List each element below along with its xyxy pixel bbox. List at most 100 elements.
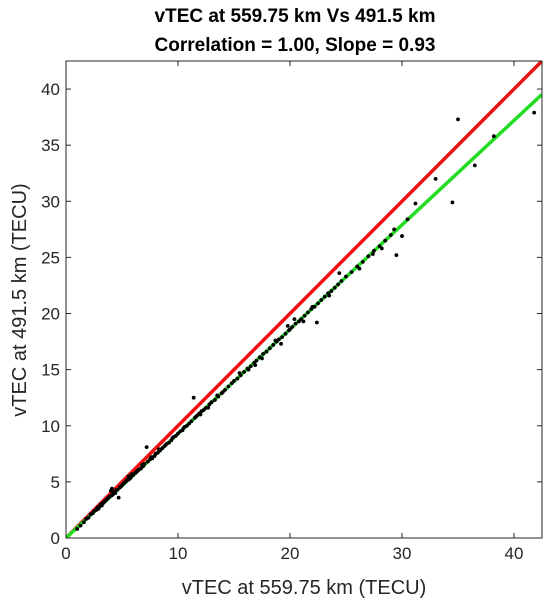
chart-subtitle: Correlation = 1.00, Slope = 0.93 (155, 35, 436, 56)
data-point-140 (157, 447, 161, 452)
data-point-163 (253, 363, 258, 368)
data-point-155 (337, 271, 342, 276)
data-point-134 (532, 110, 537, 115)
x-tick-label-3: 30 (393, 544, 412, 563)
data-point-114 (336, 282, 341, 287)
data-point-150 (285, 323, 290, 328)
data-point-110 (322, 294, 327, 299)
data-point-104 (302, 313, 307, 318)
data-point-45 (144, 445, 149, 449)
data-point-135 (96, 506, 101, 511)
data-point-126 (400, 234, 404, 238)
data-point-130 (450, 200, 455, 205)
data-point-117 (349, 270, 354, 274)
data-point-115 (339, 279, 344, 283)
data-point-2 (82, 520, 86, 525)
data-point-66 (189, 419, 194, 424)
data-point-4 (86, 515, 91, 520)
data-point-169 (130, 472, 134, 476)
data-point-121 (372, 248, 376, 253)
data-point-153 (314, 320, 319, 325)
data-point-133 (491, 134, 496, 139)
x-tick-label-0: 0 (61, 544, 70, 563)
chart-title: vTEC at 559.75 km Vs 491.5 km (155, 6, 436, 27)
data-point-167 (149, 455, 154, 460)
y-tick-label-8: 40 (41, 80, 60, 99)
data-point-162 (279, 341, 283, 346)
data-point-75 (209, 400, 214, 405)
data-point-156 (357, 266, 362, 271)
x-tick-label-4: 40 (505, 544, 524, 563)
data-point-1 (78, 523, 83, 528)
data-point-166 (163, 442, 168, 447)
data-point-131 (456, 117, 460, 122)
data-point-137 (110, 486, 114, 491)
data-point-83 (235, 376, 240, 381)
data-point-98 (283, 331, 288, 336)
data-point-113 (332, 285, 337, 290)
data-point-85 (242, 369, 246, 374)
data-point-87 (248, 364, 253, 369)
data-point-67 (191, 395, 196, 400)
data-point-143 (194, 414, 198, 419)
data-point-157 (370, 252, 375, 256)
plot-frame (65, 60, 543, 539)
data-point-105 (306, 310, 310, 315)
data-point-136 (102, 500, 106, 504)
data-point-138 (126, 474, 131, 479)
data-point-80 (226, 384, 231, 389)
data-point-132 (472, 163, 477, 168)
data-point-128 (413, 201, 418, 206)
x-tick-label-1: 10 (169, 544, 188, 563)
data-point-112 (329, 289, 334, 293)
data-point-125 (394, 253, 399, 258)
x-axis-label: vTEC at 559.75 km (TECU) (182, 577, 427, 599)
y-tick-label-4: 20 (41, 305, 60, 324)
y-tick-label-3: 15 (41, 361, 60, 380)
y-tick-label-2: 10 (41, 417, 60, 436)
data-point-152 (301, 319, 306, 324)
data-point-141 (170, 436, 175, 441)
data-point-76 (213, 398, 217, 402)
data-point-151 (292, 317, 297, 322)
series-line-0 (66, 61, 542, 538)
data-point-96 (276, 337, 281, 342)
data-point-148 (260, 356, 264, 361)
data-point-0 (75, 527, 80, 531)
data-point-149 (273, 338, 278, 343)
data-point-89 (254, 358, 259, 363)
y-axis-label: vTEC at 491.5 km (TECU) (9, 183, 31, 416)
data-point-147 (246, 367, 251, 372)
data-point-120 (366, 254, 371, 259)
data-point-142 (181, 426, 186, 430)
data-point-154 (327, 293, 332, 298)
data-point-123 (383, 238, 388, 243)
data-point-91 (261, 352, 266, 356)
y-tick-label-0: 0 (51, 529, 60, 548)
data-point-92 (264, 349, 269, 354)
plot-area: 0 10 20 30 40 0 5 10 15 20 25 30 35 40 (41, 60, 543, 563)
data-point-127 (405, 217, 410, 222)
data-point-139 (134, 469, 139, 474)
data-point-144 (206, 405, 211, 410)
x-tick-label-2: 20 (281, 544, 300, 563)
y-tick-label-5: 25 (41, 248, 60, 267)
data-point-129 (433, 176, 438, 181)
data-point-108 (316, 301, 320, 306)
data-point-119 (360, 260, 365, 264)
data-point-97 (280, 335, 285, 339)
data-point-82 (232, 378, 236, 383)
data-point-101 (293, 321, 298, 326)
data-point-168 (140, 463, 145, 467)
data-point-158 (392, 227, 397, 232)
y-tick-label-1: 5 (51, 473, 60, 492)
data-point-165 (198, 412, 203, 417)
data-point-145 (220, 390, 225, 394)
data-point-26 (116, 495, 121, 500)
data-point-160 (288, 327, 292, 332)
y-tick-label-6: 30 (41, 192, 60, 211)
data-point-159 (379, 246, 384, 251)
data-point-93 (267, 346, 272, 351)
data-point-94 (271, 343, 276, 347)
